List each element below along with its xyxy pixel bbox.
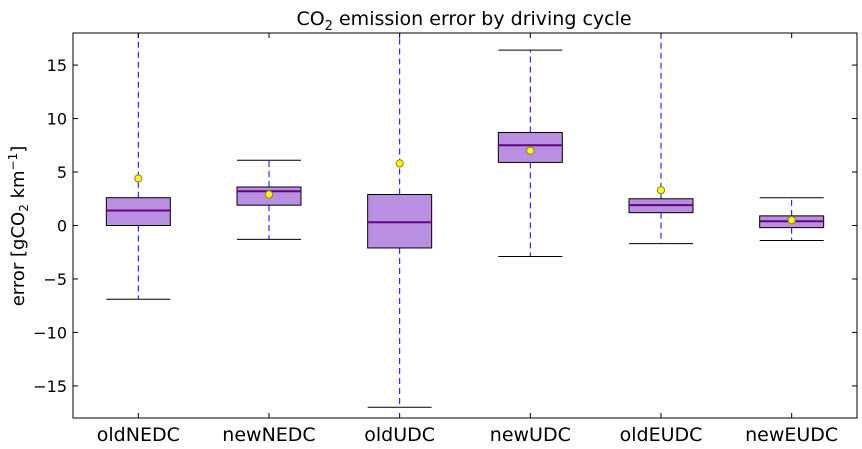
x-tick-label: oldUDC	[364, 424, 435, 446]
x-tick-label: newUDC	[490, 424, 571, 446]
box-oldEUDC	[628, 33, 694, 245]
iqr-box	[497, 131, 563, 163]
mean-marker	[395, 159, 404, 168]
x-tick-label: oldNEDC	[97, 424, 180, 446]
y-tick-label: 15	[47, 56, 67, 75]
y-tick-label: 5	[57, 163, 67, 182]
x-tick-label: newNEDC	[222, 424, 315, 446]
y-tick-label: 0	[57, 217, 67, 236]
box-newUDC	[497, 49, 563, 258]
mean-marker	[526, 146, 535, 155]
y-tick-label: −5	[43, 270, 67, 289]
y-tick-label: 10	[47, 110, 67, 129]
x-tick-label: oldEUDC	[620, 424, 703, 446]
box-newNEDC	[236, 159, 302, 240]
y-tick-label: −10	[33, 323, 67, 342]
axes-frame	[72, 32, 858, 419]
iqr-box	[105, 197, 171, 226]
mean-marker	[787, 216, 796, 225]
x-tick-label: newEUDC	[745, 424, 838, 446]
box-newEUDC	[759, 197, 825, 241]
plot-area: −15 −10 −5 0 5 10 15 oldNEDC newNEDC oldUDC newUDC…	[33, 32, 858, 446]
boxes-group	[105, 33, 825, 408]
y-tick-label: −15	[33, 377, 67, 396]
iqr-box	[367, 193, 433, 249]
mean-marker	[656, 186, 666, 195]
chart-title: CO2 emission error by driving cycle	[296, 8, 631, 34]
mean-marker	[264, 190, 274, 199]
mean-marker	[134, 174, 143, 183]
box-oldNEDC	[105, 33, 171, 300]
y-axis-label: error [gCO2 km−1]	[6, 146, 31, 307]
box-oldUDC	[367, 33, 433, 408]
